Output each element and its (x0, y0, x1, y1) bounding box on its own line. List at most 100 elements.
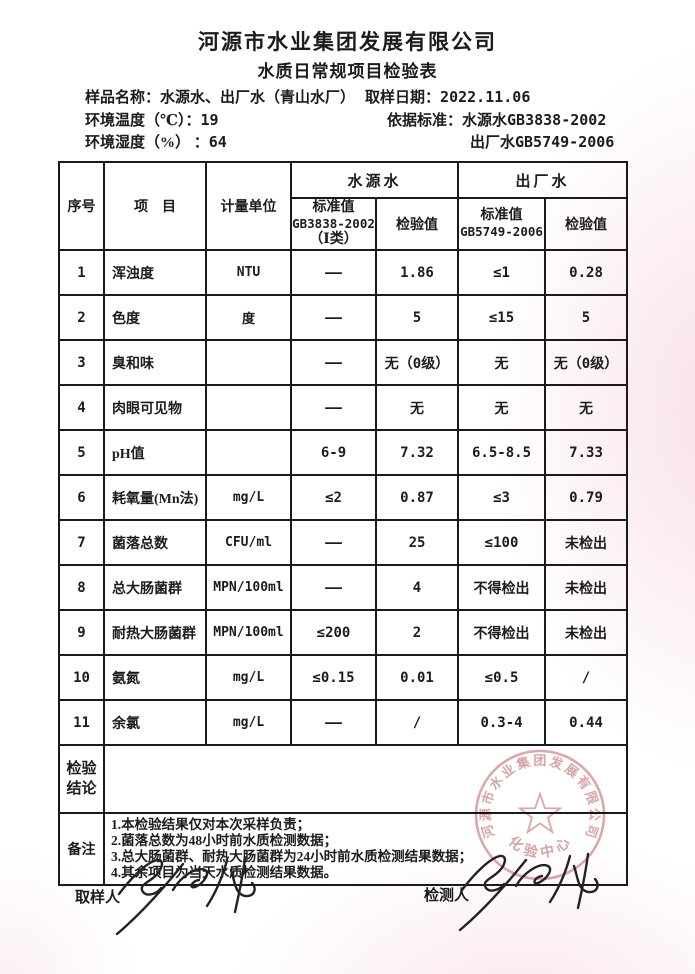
cell-source-value: 5 (374, 294, 460, 341)
cell-source-standard: —— (290, 699, 377, 746)
col-header-source-standard: 标准值 GB3838-2002 （Ⅰ类） (290, 197, 377, 251)
cell-factory-standard: 无 (457, 339, 547, 386)
sampler-label: 取样人 (75, 890, 121, 906)
col-header-no: 序号 (58, 161, 105, 251)
table-row: 8 总大肠菌群 MPN/100ml —— 4 不得检出 未检出 (58, 564, 629, 611)
cell-factory-standard: ≤100 (457, 519, 547, 566)
cell-unit (205, 339, 292, 386)
cell-factory-value: / (544, 654, 629, 701)
cell-no: 7 (58, 519, 105, 566)
cell-source-standard: 6-9 (290, 429, 377, 476)
cell-no: 5 (58, 429, 105, 476)
cell-item: 总大肠菌群 (103, 564, 207, 611)
cell-unit: NTU (205, 249, 292, 296)
env-humidity-value: 64 (208, 133, 227, 151)
cell-source-standard: ≤200 (290, 609, 377, 656)
source-standard-label: 标准值 (312, 200, 355, 215)
cell-no: 4 (58, 384, 105, 431)
cell-unit: MPN/100ml (205, 564, 292, 611)
cell-item: 耐热大肠菌群 (103, 609, 207, 656)
cell-unit: 度 (205, 294, 292, 341)
cell-source-value: 7.32 (374, 429, 460, 476)
cell-factory-value: 5 (544, 294, 629, 341)
cell-no: 1 (58, 249, 105, 296)
cell-unit (205, 384, 292, 431)
remark-line: 3.总大肠菌群、耐热大肠菌群为24小时前水质检测结果数据； (111, 849, 473, 864)
cell-factory-value: 7.33 (544, 429, 629, 476)
cell-unit: mg/L (205, 474, 292, 521)
cell-source-standard: —— (290, 564, 377, 611)
standard-basis-label: 依据标准： (387, 113, 463, 129)
cell-source-standard: —— (290, 249, 377, 296)
conclusion-value (102, 744, 629, 814)
conclusion-label: 检验 结论 (58, 744, 105, 814)
cell-item: 浑浊度 (103, 249, 207, 296)
table-row: 5 pH值 6-9 7.32 6.5-8.5 7.33 (58, 429, 629, 476)
cell-factory-value: 无（0级） (544, 339, 629, 386)
cell-factory-standard: 0.3-4 (457, 699, 547, 746)
table-row: 11 余氯 mg/L —— / 0.3-4 0.44 (58, 699, 629, 746)
seal-ring (474, 749, 606, 881)
col-header-item: 项 目 (103, 161, 207, 251)
cell-item: 臭和味 (103, 339, 207, 386)
table-row: 4 肉眼可见物 —— 无 无 无 (58, 384, 629, 431)
table-header-row-2: 标准值 GB3838-2002 （Ⅰ类） 检验值 标准值 GB5749-2006… (59, 197, 629, 251)
sampler-signature (115, 856, 256, 936)
factory-standard-label: 标准值 (480, 208, 523, 223)
cell-no: 3 (58, 339, 105, 386)
water-quality-table: 序号 项 目 计量单位 水源水 出厂水 标准值 GB3838-2002 （Ⅰ类）… (58, 161, 629, 886)
cell-factory-standard: ≤3 (457, 474, 547, 521)
cell-no: 11 (58, 699, 105, 746)
standard-source-value: 水源水GB3838-2002 (462, 111, 607, 129)
source-standard-class: （Ⅰ类） (309, 232, 358, 247)
cell-factory-standard: 无 (457, 384, 547, 431)
cell-no: 2 (58, 294, 105, 341)
cell-item: 色度 (103, 294, 207, 341)
cell-factory-standard: 不得检出 (457, 609, 547, 656)
table-row: 1 浑浊度 NTU —— 1.86 ≤1 0.28 (58, 249, 629, 296)
table-row: 6 耗氧量(Mn法) mg/L ≤2 0.87 ≤3 0.79 (58, 474, 629, 521)
cell-factory-value: 0.44 (544, 699, 629, 746)
cell-item: 肉眼可见物 (103, 384, 207, 431)
col-header-source-check: 检验值 (374, 197, 460, 251)
cell-factory-value: 未检出 (544, 519, 629, 566)
cell-source-standard: —— (290, 294, 377, 341)
sample-name-label: 样品名称： (85, 90, 161, 106)
cell-unit: mg/L (205, 654, 292, 701)
cell-factory-value: 未检出 (544, 609, 629, 656)
col-header-factory-check: 检验值 (544, 197, 629, 251)
cell-source-standard: —— (290, 339, 377, 386)
conclusion-row: 检验 结论 (58, 744, 629, 814)
seal-star-icon (517, 791, 563, 835)
cell-factory-standard: ≤0.5 (457, 654, 547, 701)
tester-signature (458, 852, 599, 932)
standard-basis: 依据标准：水源水GB3838-2002 (387, 109, 606, 130)
cell-factory-standard: ≤1 (457, 249, 547, 296)
sample-date-label: 取样日期： (365, 90, 441, 106)
env-humidity-label: 环境湿度（%） ： (85, 135, 209, 151)
cell-factory-value: 0.28 (544, 249, 629, 296)
cell-factory-standard: ≤15 (457, 294, 547, 341)
col-header-source-water: 水源水 (289, 161, 460, 199)
cell-item: 氨氮 (103, 654, 207, 701)
tester-label: 检测人 (424, 888, 470, 904)
table-row: 10 氨氮 mg/L ≤0.15 0.01 ≤0.5 / (58, 654, 629, 701)
cell-source-value: 无（0级） (374, 339, 460, 386)
table-header-row-1: 序号 项 目 计量单位 水源水 出厂水 (58, 161, 629, 251)
cell-source-value: 0.01 (374, 654, 460, 701)
cell-no: 8 (58, 564, 105, 611)
cell-factory-value: 无 (544, 384, 629, 431)
env-temp-label: 环境温度（℃）： (85, 113, 201, 129)
cell-no: 10 (58, 654, 105, 701)
col-header-factory-water: 出厂水 (457, 161, 629, 199)
cell-source-value: 4 (374, 564, 460, 611)
cell-unit: mg/L (205, 699, 292, 746)
cell-factory-standard: 6.5-8.5 (457, 429, 547, 476)
sample-name-value: 水源水、出厂水（青山水厂） (160, 90, 356, 106)
table-row: 3 臭和味 —— 无（0级） 无 无（0级） (58, 339, 629, 386)
cell-no: 9 (58, 609, 105, 656)
company-seal-stamp: 河源市水业集团发展有限公司 化验中心 (474, 749, 606, 881)
cell-unit (205, 429, 292, 476)
sample-date-value: 2022.11.06 (440, 88, 531, 106)
remark-line: 1.本检验结果仅对本次采样负责； (111, 817, 311, 832)
